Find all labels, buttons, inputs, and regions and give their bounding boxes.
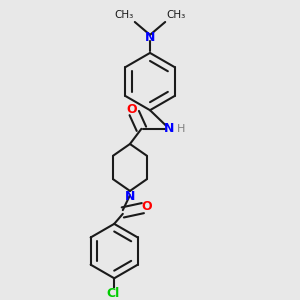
Text: Cl: Cl [106,287,119,300]
Text: N: N [125,190,135,202]
Text: CH₃: CH₃ [167,10,186,20]
Text: O: O [141,200,152,213]
Text: O: O [126,103,137,116]
Text: N: N [164,122,174,135]
Text: CH₃: CH₃ [114,10,134,20]
Text: H: H [177,124,185,134]
Text: N: N [145,31,155,44]
